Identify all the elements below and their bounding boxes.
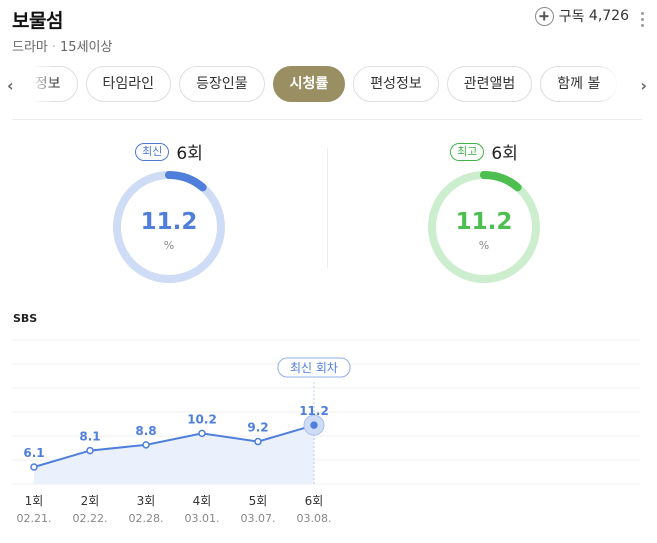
highest-donut [428,171,540,283]
chevron-left-icon[interactable]: ‹ [7,76,14,95]
data-label-1: 6.1 [23,446,44,460]
program-header: 보물섬 드라마 · 15세이상 구독 4,726 [0,0,657,60]
tab-3[interactable]: 등장인물 [179,66,265,102]
plus-icon [534,6,554,26]
data-point-3 [142,441,150,449]
tab-2[interactable]: 타임라인 [85,66,172,102]
tab-list: 회차정보타임라인등장인물시청률편성정보관련앨범함께 볼 [26,66,618,102]
tab-fade-right [596,66,626,104]
program-title: 보물섬 [12,10,63,32]
latest-rating-card: 최신 6회 11.2 % [69,139,269,283]
x-tick-label-2: 2회 [81,494,100,508]
latest-unit: % [163,239,175,252]
tab-scroll-area[interactable]: 회차정보타임라인등장인물시청률편성정보관련앨범함께 볼 [26,66,626,104]
chevron-right-icon[interactable]: › [640,76,647,95]
card-divider [327,148,328,268]
subscribe-label: 구독 [558,9,585,25]
latest-badge: 최신 [135,142,170,161]
age-rating-label: 15세이상 [60,40,113,55]
data-point-2 [86,446,94,455]
rating-line-chart: 최신 회차 6.1 1회 02.21. 8.1 2회 02.22. 8.8 3회 02.28. 10… [12,339,640,525]
data-label-5: 9.2 [247,421,268,435]
highest-value: 11.2 [455,209,513,235]
data-point-1 [30,463,38,471]
data-point-6 [310,421,318,429]
program-meta: 드라마 · 15세이상 [12,36,112,55]
tab-6[interactable]: 관련앨범 [446,66,533,102]
tab-4[interactable]: 시청률 [272,66,346,102]
latest-donut-arc [113,171,225,283]
subscribe-count: 4,726 [588,8,629,24]
latest-annotation-text: 최신 회차 [290,361,338,375]
data-point-4 [198,429,206,438]
tab-fade-left [26,66,56,104]
highest-unit: % [478,239,490,252]
highest-donut-arc [428,171,540,283]
x-tick-label-3: 3회 [137,494,156,508]
latest-episode: 6회 [176,144,203,164]
x-date-label-4: 03.01. [185,512,220,525]
tab-5[interactable]: 편성정보 [353,66,439,102]
more-options-icon[interactable] [641,12,645,28]
latest-value: 11.2 [140,209,198,235]
data-label-3: 8.8 [135,424,156,438]
data-label-4: 10.2 [187,412,217,426]
data-label-6: 11.2 [299,404,329,418]
genre-label: 드라마 [12,40,48,55]
x-tick-label-5: 5회 [249,494,268,508]
series-line [33,424,315,468]
separator-dot: · [51,40,57,55]
highest-episode: 6회 [491,144,518,164]
x-date-label-1: 02.21. [17,512,52,525]
x-tick-label-6: 6회 [305,494,324,508]
latest-annotation-bubble [277,357,351,378]
data-point-5 [254,437,262,446]
subscribe-button[interactable]: 구독 4,726 [534,6,629,26]
x-date-label-5: 03.07. [241,512,276,525]
highest-badge: 최고 [450,142,485,161]
x-tick-label-4: 4회 [193,494,212,508]
x-tick-label-1: 1회 [25,494,44,508]
tab-bar: ‹ 회차정보타임라인등장인물시청률편성정보관련앨범함께 볼 › [0,66,657,104]
data-label-2: 8.1 [79,430,100,444]
highest-rating-card: 최고 6회 11.2 % [384,139,584,283]
latest-donut [113,171,225,283]
x-date-label-6: 03.08. [297,512,332,525]
x-date-label-3: 02.28. [129,512,164,525]
section-divider [12,119,642,120]
channel-label: SBS [13,312,38,325]
x-date-label-2: 02.22. [73,512,108,525]
